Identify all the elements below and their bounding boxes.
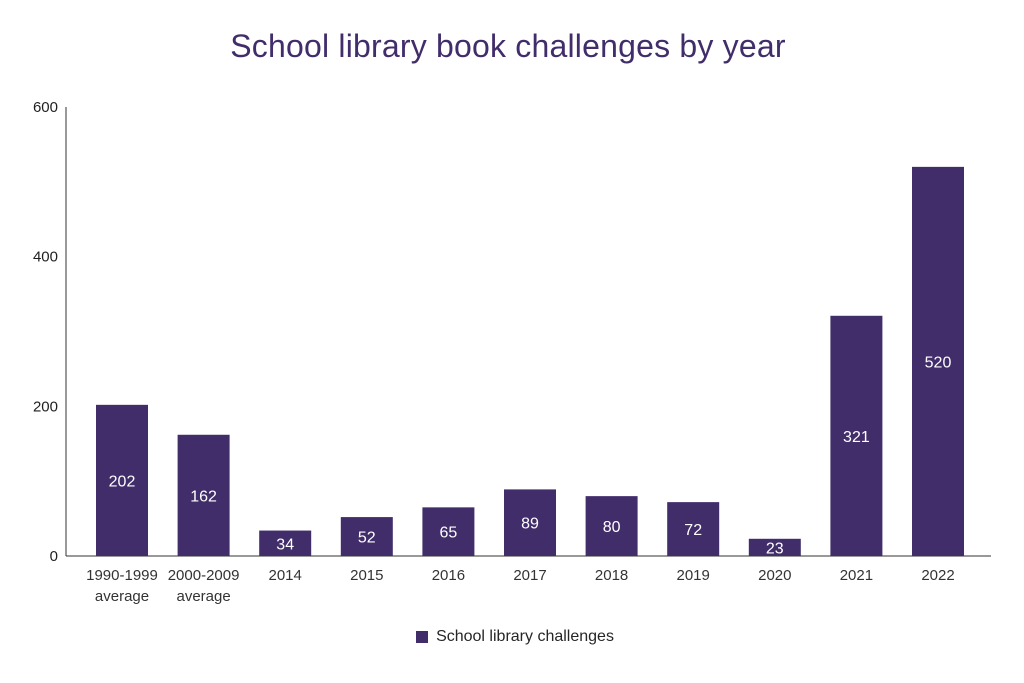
bar [830, 315, 883, 556]
bar [340, 517, 393, 556]
x-tick-label: 2020 [758, 567, 791, 584]
x-tick-label: 2015 [350, 567, 383, 584]
y-tick-label: 600 [33, 99, 58, 116]
bar-value-label: 52 [358, 530, 376, 547]
y-tick-label: 0 [50, 548, 58, 565]
bars-group [96, 166, 964, 556]
x-tick-label: 2021 [840, 567, 873, 584]
bar [96, 404, 148, 556]
chart-title: School library book challenges by year [230, 28, 786, 64]
bar-value-label: 162 [190, 488, 217, 505]
bar-value-label: 23 [766, 540, 784, 557]
bar-value-label: 65 [440, 525, 458, 542]
x-tick-label: 1990-1999 [86, 567, 158, 584]
x-tick-label: 2016 [432, 567, 465, 584]
bar [585, 496, 638, 556]
x-tick-label: 2022 [921, 567, 954, 584]
bar [504, 489, 556, 556]
bar-value-label: 202 [109, 473, 136, 490]
x-tick-label: 2018 [595, 567, 628, 584]
bar [259, 530, 312, 556]
bar-value-label: 80 [603, 519, 621, 536]
bar [177, 434, 230, 556]
y-tick-label: 400 [33, 249, 58, 266]
y-tick-label: 200 [33, 398, 58, 415]
bar-value-label: 321 [843, 429, 870, 446]
bar-value-label: 34 [276, 536, 294, 553]
x-tick-label: 2014 [269, 567, 302, 584]
bar [422, 507, 475, 556]
x-tick-label: average [176, 588, 230, 605]
legend-swatch [416, 631, 429, 643]
x-tick-label: average [95, 588, 149, 605]
bar [667, 502, 720, 556]
chart-legend: School library challenges [0, 628, 1024, 646]
bar-value-label: 89 [521, 516, 539, 533]
bar [912, 166, 964, 556]
bar-value-label: 72 [684, 522, 702, 539]
x-tick-label: 2000-2009 [168, 567, 240, 584]
x-tick-label: 2017 [513, 567, 546, 584]
x-tick-label: 2019 [677, 567, 710, 584]
legend-label: School library challenges [436, 628, 614, 645]
labels-group: 202 1990-1999 average 162 2000-2009 average 34… [86, 354, 955, 605]
bar-value-label: 520 [925, 354, 952, 371]
bar [748, 538, 801, 556]
